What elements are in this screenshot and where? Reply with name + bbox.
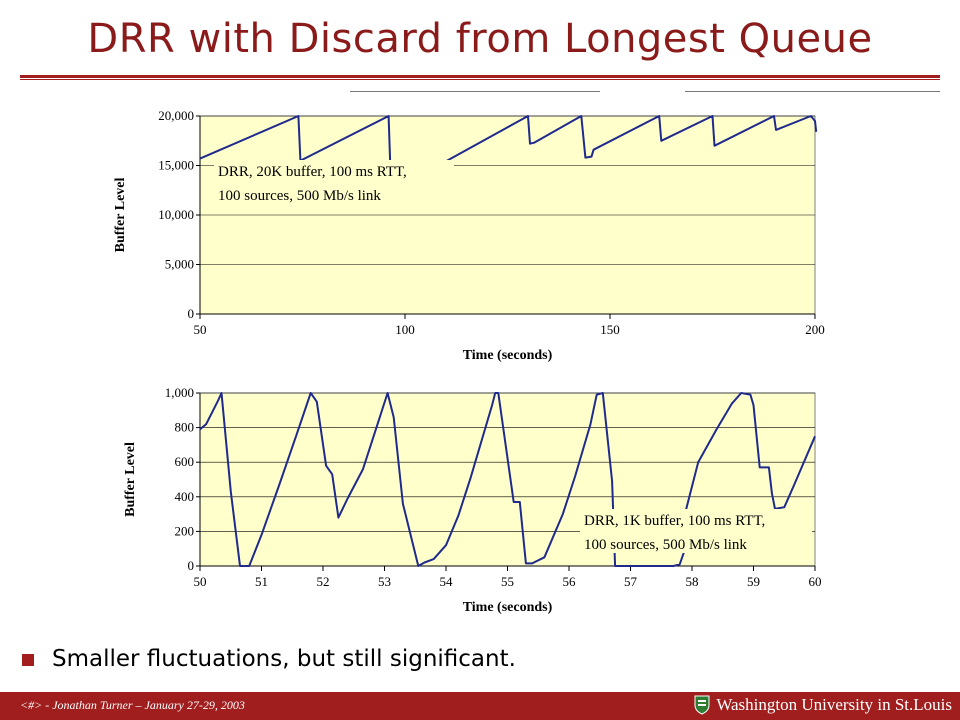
x-tick-label: 150 [600,322,620,337]
x-tick-label: 50 [194,574,207,589]
annotation-line: 100 sources, 500 Mb/s link [218,188,381,204]
slide-title: DRR with Discard from Longest Queue [87,16,873,62]
x-tick-label: 57 [624,574,638,589]
footer-text: <#> - Jonathan Turner – January 27-29, 2… [20,698,245,712]
chart-buffer-1k: 0 200 400 600 800 1,000 50 51 52 53 54 55 56 57 58 59 60… [123,385,822,615]
series-line [684,392,816,511]
x-tick-label: 200 [805,322,825,337]
x-tick-label: 59 [747,574,760,589]
y-tick-label: 400 [175,489,195,504]
x-tick-label: 100 [395,322,415,337]
bullet-text: Smaller fluctuations, but still signific… [52,646,516,672]
y-tick-label: 10,000 [158,207,194,222]
y-axis-label: Buffer Level [123,442,138,517]
x-tick-label: 58 [686,574,699,589]
x-tick-label: 56 [563,574,577,589]
annotation-line: DRR, 1K buffer, 100 ms RTT, [584,513,765,529]
x-tick-label: 55 [501,574,514,589]
university-logo: Washington University in St.Louis [694,695,952,715]
y-axis-label: Buffer Level [113,178,128,253]
decorative-line [350,91,600,92]
y-tick-label: 200 [175,523,195,538]
y-tick-label: 5,000 [165,257,194,272]
x-tick-label: 51 [255,574,268,589]
annotation-background [214,160,454,204]
bullet-marker [22,654,34,666]
x-tick-label: 60 [809,574,822,589]
annotation-line: DRR, 20K buffer, 100 ms RTT, [218,164,407,180]
y-tick-label: 20,000 [158,108,194,123]
x-tick-label: 50 [194,322,207,337]
chart-buffer-20k: 0 5,000 10,000 15,000 20,000 50 100 150 200 Time … [113,108,825,363]
y-tick-label: 0 [188,306,195,321]
title-rule-secondary [20,79,940,80]
x-axis-label: Time (seconds) [463,348,553,363]
y-tick-label: 0 [188,558,195,573]
decorative-line [685,91,940,92]
y-tick-label: 800 [175,420,195,435]
annotation-line: 100 sources, 500 Mb/s link [584,537,747,553]
shield-icon [694,695,710,715]
bullet-item: Smaller fluctuations, but still signific… [22,646,516,672]
x-tick-label: 53 [378,574,391,589]
y-tick-label: 15,000 [158,158,194,173]
title-rule [20,75,940,78]
annotation-background [580,509,812,553]
university-name: Washington University in St.Louis [716,695,952,714]
y-tick-label: 1,000 [165,385,194,400]
series-line [199,115,818,192]
x-axis-label: Time (seconds) [463,600,553,615]
footer-bar: <#> - Jonathan Turner – January 27-29, 2… [0,692,960,720]
x-tick-label: 54 [440,574,454,589]
x-tick-label: 52 [317,574,330,589]
y-tick-label: 600 [175,454,195,469]
series-line [199,392,685,567]
